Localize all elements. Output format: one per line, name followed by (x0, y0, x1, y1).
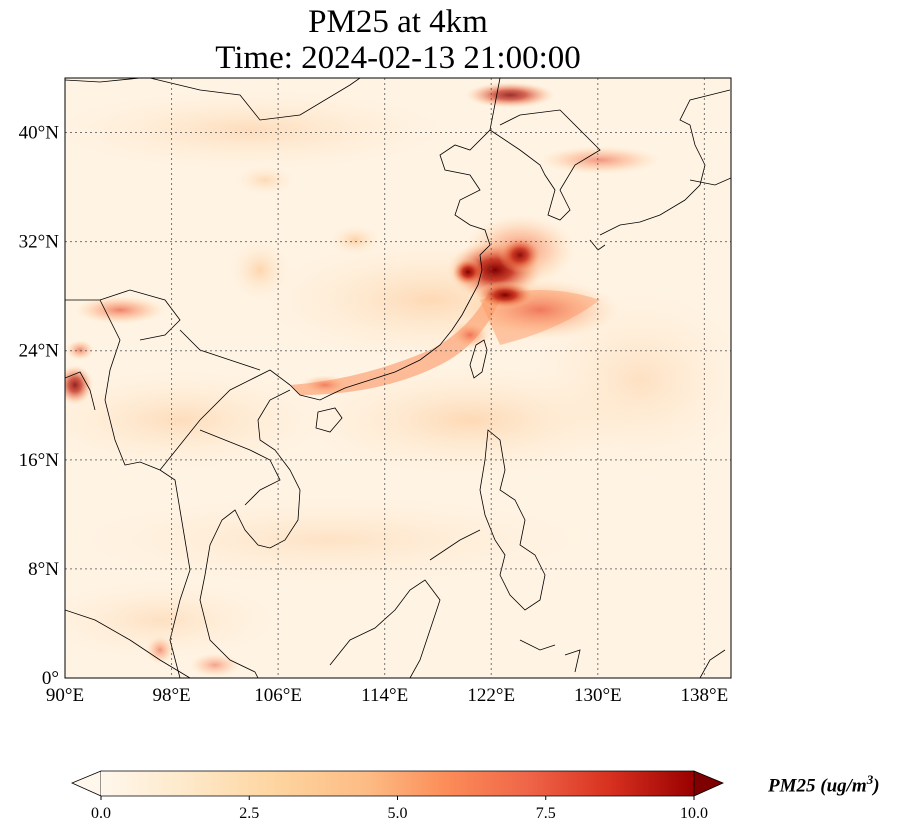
colorbar-tick-label: 7.5 (536, 805, 556, 822)
latitude-tick-label: 8°N (28, 559, 59, 580)
longitude-tick-label: 98°E (152, 685, 190, 706)
colorbar-min-extend (70, 770, 102, 797)
longitude-tick-label: 106°E (254, 685, 302, 706)
pm25-field (65, 78, 731, 678)
colorbar-max-extend (693, 770, 725, 797)
colorbar-tick-label: 10.0 (680, 805, 708, 822)
latitude-tick-label: 16°N (19, 450, 60, 471)
latitude-tick-label: 40°N (19, 123, 60, 144)
gridlines (65, 78, 731, 678)
colorbar-ticks: 0.0 2.5 5.0 7.5 10.0 (91, 796, 708, 822)
colorbar-tick-label: 2.5 (239, 805, 259, 822)
longitude-tick-label: 114°E (361, 685, 408, 706)
colorbar-label: PM25 (ug/m3) (768, 772, 880, 797)
longitude-tick-labels: 90°E 98°E 106°E 114°E 122°E 130°E 138°E (46, 685, 728, 706)
longitude-tick-label: 122°E (467, 685, 515, 706)
latitude-tick-labels: 0° 8°N 16°N 24°N 32°N 40°N (19, 123, 60, 689)
map-title-line2: Time: 2024-02-13 21:00:00 (215, 40, 581, 76)
latitude-tick-label: 24°N (19, 341, 60, 362)
longitude-tick-label: 90°E (46, 685, 84, 706)
latitude-tick-label: 0° (42, 668, 59, 689)
colorbar: 0.0 2.5 5.0 7.5 10.0 (70, 770, 725, 822)
map-title-line1: PM25 at 4km (308, 4, 488, 40)
map-frame (64, 77, 732, 679)
colorbar-gradient (101, 771, 694, 796)
colorbar-tick-label: 0.0 (91, 805, 111, 822)
colorbar-tick-label: 5.0 (388, 805, 408, 822)
longitude-tick-label: 138°E (681, 685, 729, 706)
latitude-tick-label: 32°N (19, 232, 60, 253)
longitude-tick-label: 130°E (574, 685, 622, 706)
coastlines (65, 78, 731, 678)
